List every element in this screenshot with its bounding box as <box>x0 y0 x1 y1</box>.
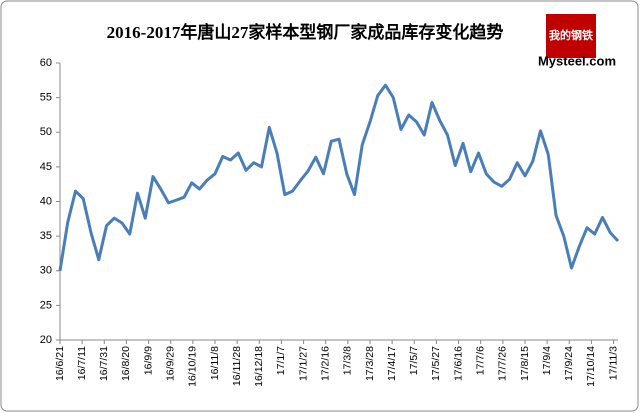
y-tick-label: 30 <box>40 265 52 277</box>
y-tick-label: 60 <box>40 57 52 69</box>
logo-box <box>546 14 596 58</box>
x-tick-label: 17/3/28 <box>364 346 376 381</box>
x-tick-label: 16/7/11 <box>76 346 88 380</box>
series-line <box>58 83 620 271</box>
x-tick-label: 17/8/15 <box>519 346 531 381</box>
x-tick-label: 17/5/27 <box>430 346 442 381</box>
x-tick-label: 17/7/6 <box>474 346 486 375</box>
x-tick-label: 16/6/21 <box>54 346 66 381</box>
x-tick-label: 17/11/3 <box>607 346 619 380</box>
x-tick-label: 17/1/27 <box>297 346 309 381</box>
x-tick-label: 17/5/7 <box>408 346 420 375</box>
logo-bottom: Mysteel.com <box>538 53 616 68</box>
y-tick-label: 25 <box>40 299 52 311</box>
x-tick-label: 17/7/26 <box>497 346 509 381</box>
x-tick-label: 17/9/4 <box>541 346 553 375</box>
x-tick-label: 17/4/17 <box>386 346 398 381</box>
y-tick-label: 35 <box>40 230 52 242</box>
y-tick-label: 20 <box>40 334 52 346</box>
chart-title: 2016-2017年唐山27家样本型钢厂家成品库存变化趋势 <box>107 22 504 42</box>
x-tick-label: 17/3/8 <box>342 346 354 375</box>
x-tick-label: 17/6/16 <box>452 346 464 381</box>
x-tick-label: 16/11/8 <box>209 346 221 380</box>
x-tick-label: 16/12/18 <box>253 346 265 387</box>
x-tick-label: 16/11/28 <box>231 346 243 386</box>
x-tick-label: 16/9/9 <box>142 346 154 375</box>
x-tick-label: 16/10/19 <box>187 346 199 387</box>
x-tick-label: 16/7/31 <box>98 346 110 381</box>
x-tick-label: 17/9/24 <box>563 346 575 381</box>
x-tick-label: 17/2/16 <box>319 346 331 381</box>
y-tick-label: 50 <box>40 126 52 138</box>
x-tick-label: 17/1/7 <box>275 346 287 375</box>
x-tick-label: 17/10/14 <box>585 346 597 387</box>
y-tick-label: 45 <box>40 161 52 173</box>
y-tick-label: 55 <box>40 92 52 104</box>
logo-top: 我的钢铁 <box>549 28 593 42</box>
y-tick-label: 40 <box>40 195 52 207</box>
x-tick-label: 16/9/29 <box>164 346 176 381</box>
x-tick-label: 16/8/20 <box>120 346 132 381</box>
